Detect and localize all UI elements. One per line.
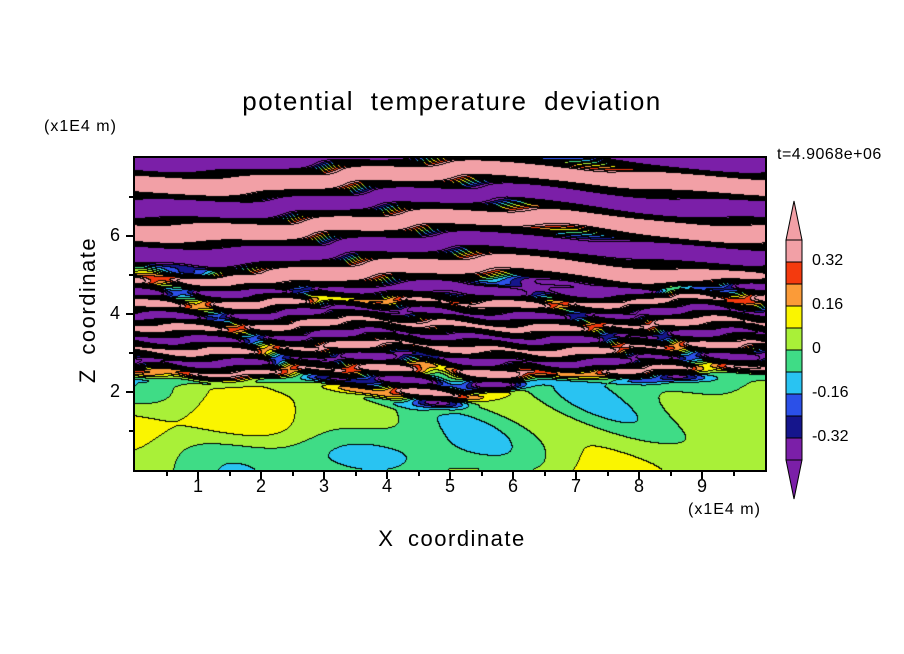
y-tick-label: 6 <box>109 225 120 245</box>
plot-title: potential temperature deviation <box>242 86 662 116</box>
x-minor-tick <box>291 472 294 476</box>
y-tick-label: 2 <box>109 381 120 401</box>
colorbar-segment <box>785 393 803 417</box>
x-tick-label: 8 <box>633 476 644 496</box>
x-axis-unit-label: (x1E4 m) <box>688 501 761 518</box>
y-major-tick <box>126 313 133 315</box>
colorbar-segment <box>785 349 803 373</box>
x-minor-tick <box>480 472 483 476</box>
colorbar-segment <box>785 415 803 439</box>
x-minor-tick <box>354 472 357 476</box>
colorbar-tick-label: 0.16 <box>812 296 844 313</box>
y-minor-tick <box>129 430 133 432</box>
plot-frame <box>133 156 767 472</box>
colorbar-tick-label: -0.16 <box>812 384 849 401</box>
y-major-tick <box>126 391 133 393</box>
x-major-tick <box>323 472 325 479</box>
x-major-tick <box>386 472 388 479</box>
x-major-tick <box>197 472 199 479</box>
x-minor-tick <box>732 472 735 476</box>
colorbar-tick-label: -0.32 <box>812 428 849 445</box>
colorbar-segment <box>785 283 803 307</box>
x-minor-tick <box>417 472 420 476</box>
y-minor-tick <box>129 196 133 198</box>
x-minor-tick <box>669 472 672 476</box>
x-tick-label: 7 <box>570 476 581 496</box>
y-minor-tick <box>129 274 133 276</box>
x-major-tick <box>449 472 451 479</box>
x-minor-tick <box>228 472 231 476</box>
x-minor-tick <box>606 472 609 476</box>
colorbar-segment <box>785 239 803 263</box>
x-minor-tick <box>165 472 168 476</box>
colorbar-segment <box>785 305 803 329</box>
contour-field-canvas <box>135 158 765 470</box>
x-major-tick <box>512 472 514 479</box>
colorbar <box>785 200 803 500</box>
x-minor-tick <box>543 472 546 476</box>
colorbar-bottom-arrow <box>785 459 803 500</box>
timestamp-label: t=4.9068e+06 <box>777 146 882 163</box>
x-tick-label: 4 <box>381 476 392 496</box>
x-major-tick <box>575 472 577 479</box>
x-tick-label: 5 <box>444 476 455 496</box>
x-axis-title: X coordinate <box>378 526 526 551</box>
x-major-tick <box>638 472 640 479</box>
y-tick-label: 4 <box>109 303 120 323</box>
colorbar-segment <box>785 261 803 285</box>
x-tick-label: 2 <box>255 476 266 496</box>
colorbar-tick-label: 0 <box>812 340 821 357</box>
x-major-tick <box>260 472 262 479</box>
colorbar-segment <box>785 371 803 395</box>
colorbar-segment <box>785 327 803 351</box>
y-minor-tick <box>129 352 133 354</box>
colorbar-tick-label: 0.32 <box>812 252 844 269</box>
x-major-tick <box>701 472 703 479</box>
y-axis-unit-label: (x1E4 m) <box>44 118 117 135</box>
y-major-tick <box>126 235 133 237</box>
x-tick-label: 6 <box>507 476 518 496</box>
x-tick-label: 9 <box>696 476 707 496</box>
colorbar-top-arrow <box>785 200 803 241</box>
x-tick-label: 3 <box>318 476 329 496</box>
colorbar-segment <box>785 437 803 461</box>
x-tick-label: 1 <box>192 476 203 496</box>
